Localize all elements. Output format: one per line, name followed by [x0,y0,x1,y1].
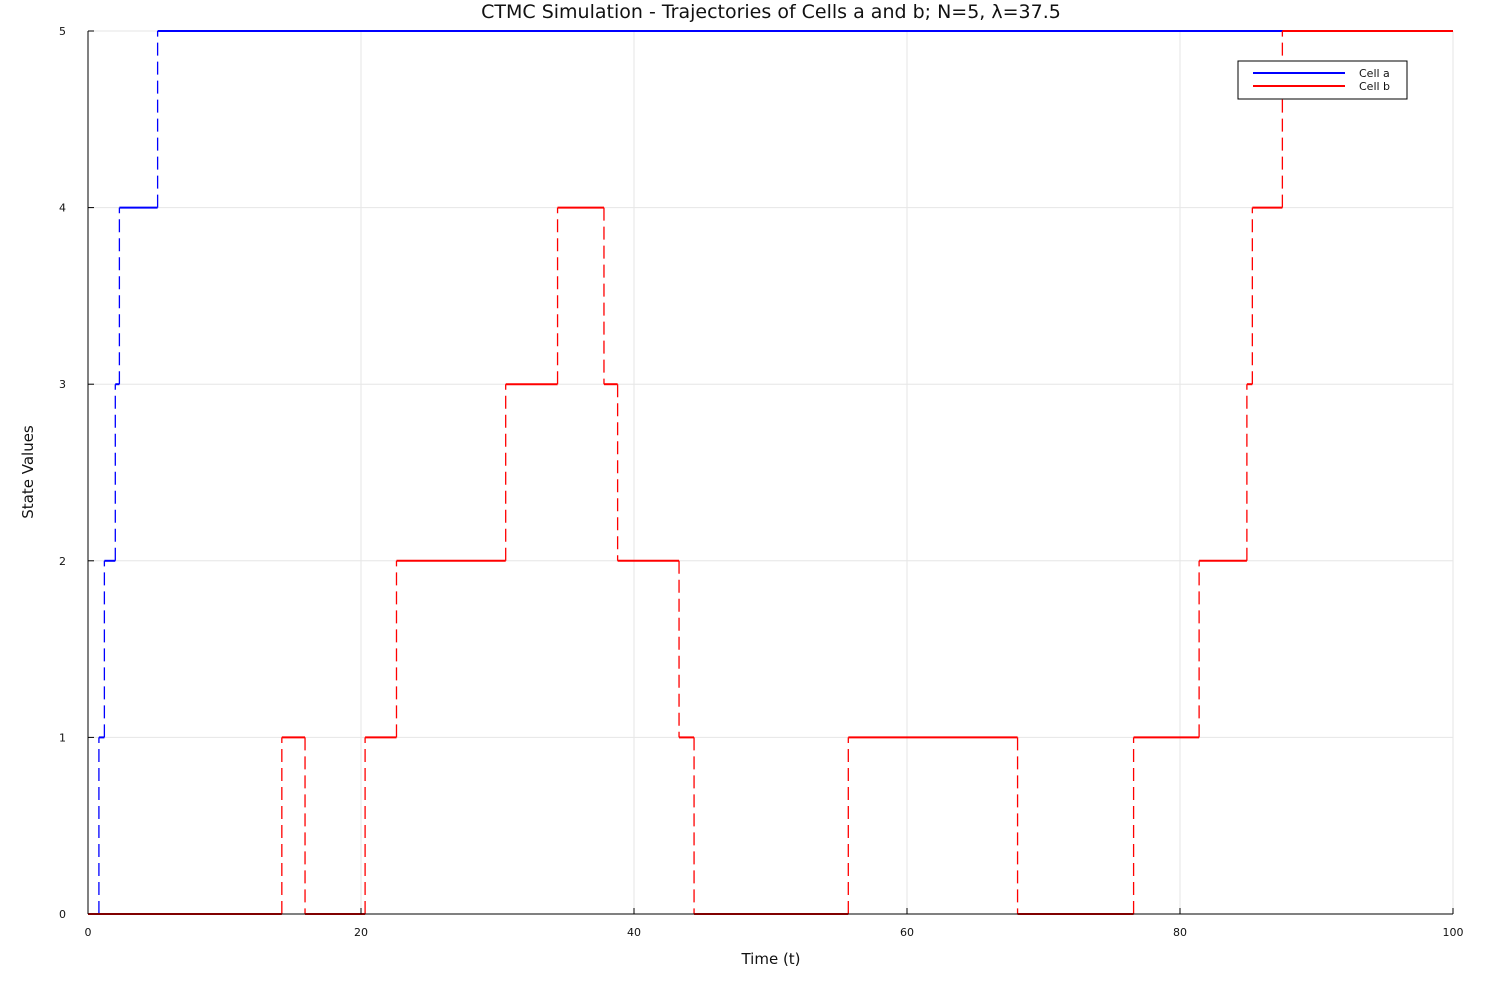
x-tick-label: 20 [354,926,368,939]
y-tick-label: 4 [59,202,66,215]
x-axis-label: Time (t) [740,950,800,968]
y-tick-label: 5 [59,25,66,38]
y-tick-label: 0 [59,908,66,921]
y-tick-label: 1 [59,731,66,744]
x-tick-label: 40 [627,926,641,939]
x-tick-label: 60 [900,926,914,939]
axes [87,31,1453,915]
legend-label-cell-b: Cell b [1359,80,1390,93]
ticks: 0 20 40 60 80 100 0 1 2 3 4 5 [59,25,1464,939]
y-tick-label: 2 [59,555,66,568]
y-axis-label: State Values [19,425,37,519]
chart-title: CTMC Simulation - Trajectories of Cells … [481,1,1061,23]
x-tick-label: 0 [85,926,92,939]
x-tick-label: 100 [1443,926,1464,939]
legend-label-cell-a: Cell a [1359,67,1390,80]
legend-box [1237,60,1408,100]
legend: Cell a Cell b [1237,60,1408,100]
y-tick-label: 3 [59,378,66,391]
x-tick-label: 80 [1173,926,1187,939]
